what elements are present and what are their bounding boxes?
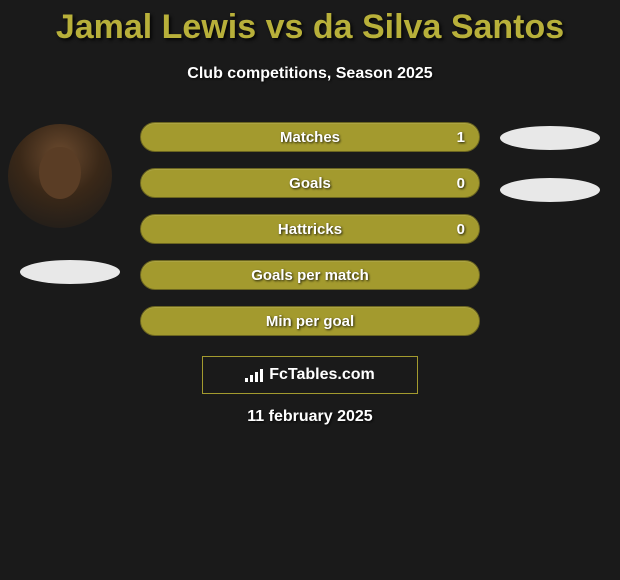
stat-oval-right-2 [500, 178, 600, 202]
stat-value: 0 [457, 221, 465, 238]
stat-bar-min-per-goal: Min per goal [140, 306, 480, 336]
stat-label: Min per goal [266, 313, 354, 330]
stat-bar-goals-per-match: Goals per match [140, 260, 480, 290]
stat-oval-right-1 [500, 126, 600, 150]
date-text: 11 february 2025 [0, 408, 620, 426]
stat-label: Hattricks [278, 221, 342, 238]
stat-bars: Matches 1 Goals 0 Hattricks 0 Goals per … [140, 122, 480, 352]
stat-value: 1 [457, 129, 465, 146]
stat-label: Goals per match [251, 267, 369, 284]
stat-bar-goals: Goals 0 [140, 168, 480, 198]
player-left-avatar [8, 124, 112, 228]
page-title: Jamal Lewis vs da Silva Santos [0, 0, 620, 47]
stat-label: Matches [280, 129, 340, 146]
chart-icon [245, 368, 263, 382]
stat-bar-hattricks: Hattricks 0 [140, 214, 480, 244]
stat-label: Goals [289, 175, 331, 192]
stat-value: 0 [457, 175, 465, 192]
stat-bar-matches: Matches 1 [140, 122, 480, 152]
stat-oval-left [20, 260, 120, 284]
subtitle: Club competitions, Season 2025 [0, 65, 620, 83]
brand-box: FcTables.com [202, 356, 418, 394]
brand-text: FcTables.com [269, 366, 375, 384]
